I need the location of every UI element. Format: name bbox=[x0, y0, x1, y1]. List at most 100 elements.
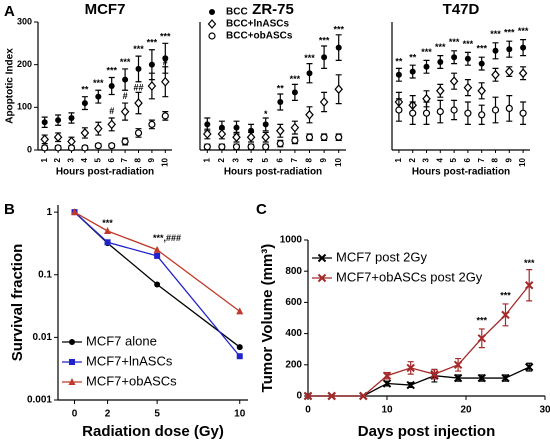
x-tick-label: 1 bbox=[202, 157, 211, 162]
marker bbox=[319, 97, 329, 107]
annotation: *** bbox=[160, 31, 171, 41]
legend-label: MCF7 alone bbox=[86, 333, 157, 348]
marker bbox=[501, 310, 510, 320]
annotation: ## bbox=[133, 83, 143, 93]
marker bbox=[453, 373, 463, 383]
marker bbox=[491, 106, 500, 114]
annotation: *** bbox=[500, 291, 511, 301]
marker bbox=[261, 132, 270, 143]
marker bbox=[108, 83, 115, 89]
x-tick-label: 30 bbox=[539, 405, 550, 416]
marker bbox=[477, 334, 487, 343]
x-tick-label: 10 bbox=[334, 157, 343, 166]
series-line bbox=[74, 211, 241, 357]
x-tick-label: 10 bbox=[381, 405, 393, 416]
x-tick-label: 7 bbox=[290, 157, 299, 162]
panel-label: A bbox=[4, 3, 15, 20]
marker bbox=[107, 119, 116, 130]
marker bbox=[453, 360, 463, 370]
marker bbox=[55, 117, 62, 124]
marker bbox=[161, 76, 170, 87]
marker bbox=[40, 134, 49, 145]
x-tick-label: 4 bbox=[435, 157, 444, 162]
annotation: *** bbox=[290, 74, 301, 84]
marker bbox=[153, 245, 161, 253]
marker bbox=[81, 100, 88, 107]
annotation: *** bbox=[147, 38, 158, 48]
x-tick-label: 20 bbox=[460, 405, 472, 416]
x-tick-label: 2 bbox=[217, 157, 226, 162]
annotation: *** bbox=[133, 44, 144, 54]
x-tick-label: 6 bbox=[107, 157, 116, 162]
annotation: *** bbox=[333, 24, 344, 34]
marker bbox=[147, 81, 157, 91]
x-tick-label: 2 bbox=[53, 157, 62, 162]
y-axis-label: Tumor Volume (mm³) bbox=[259, 244, 276, 393]
marker bbox=[154, 252, 161, 259]
marker bbox=[162, 55, 169, 62]
marker bbox=[276, 125, 285, 136]
marker bbox=[81, 144, 89, 152]
marker bbox=[335, 133, 343, 141]
y-tick-label: 0 bbox=[296, 391, 302, 402]
marker bbox=[477, 373, 487, 383]
marker bbox=[437, 59, 444, 65]
marker bbox=[104, 226, 112, 234]
marker bbox=[478, 60, 485, 67]
marker bbox=[80, 128, 90, 138]
marker bbox=[406, 363, 415, 373]
x-tick-label: 3 bbox=[67, 157, 76, 162]
x-tick-label: 3 bbox=[422, 157, 431, 162]
y-tick-label: 1000 bbox=[280, 235, 303, 246]
marker bbox=[382, 371, 392, 380]
marker bbox=[203, 129, 212, 139]
marker bbox=[217, 129, 227, 139]
marker bbox=[218, 143, 226, 151]
marker bbox=[108, 142, 116, 150]
annotation: # bbox=[163, 57, 168, 67]
marker bbox=[232, 132, 241, 143]
marker bbox=[492, 47, 499, 54]
panel-label: C bbox=[256, 201, 267, 218]
series-line bbox=[308, 366, 530, 397]
annotation: ** bbox=[277, 84, 285, 94]
legend-label: MCF7+obASCs post 2Gy bbox=[336, 269, 483, 284]
y-tick-label: 300 bbox=[17, 16, 32, 26]
y-tick-label: 0 bbox=[27, 144, 32, 154]
marker bbox=[41, 144, 49, 152]
marker bbox=[207, 19, 217, 29]
x-axis-label: Hours post-radiation bbox=[412, 167, 510, 178]
annotation: # bbox=[123, 91, 128, 101]
marker bbox=[154, 281, 161, 288]
marker bbox=[520, 44, 527, 51]
marker bbox=[436, 85, 445, 96]
y-tick-label: 1 bbox=[46, 207, 52, 218]
legend-label: MCF7+obASCs bbox=[86, 373, 177, 388]
marker bbox=[277, 99, 284, 105]
x-tick-label: 5 bbox=[449, 157, 458, 162]
marker bbox=[524, 281, 534, 290]
marker bbox=[95, 93, 102, 100]
y-tick-label: 200 bbox=[285, 359, 302, 370]
marker bbox=[451, 54, 458, 61]
marker bbox=[321, 54, 328, 61]
marker bbox=[67, 136, 76, 147]
y-tick-label: 400 bbox=[285, 328, 302, 339]
marker bbox=[464, 109, 472, 117]
marker bbox=[409, 68, 416, 75]
marker bbox=[209, 9, 215, 15]
x-axis-label: Hours post-radiation bbox=[224, 167, 322, 178]
marker bbox=[478, 111, 486, 119]
marker bbox=[317, 273, 327, 283]
y-tick-label: 0.01 bbox=[33, 332, 53, 343]
marker bbox=[236, 353, 243, 360]
annotation: ** bbox=[81, 85, 89, 95]
series-line bbox=[74, 211, 241, 312]
y-tick-label: 0.1 bbox=[38, 269, 52, 280]
marker bbox=[232, 143, 241, 151]
x-tick-label: 10 bbox=[234, 409, 246, 420]
annotation: *** bbox=[490, 29, 501, 39]
x-tick-label: 10 bbox=[518, 157, 527, 166]
y-tick-label: 200 bbox=[17, 59, 32, 69]
